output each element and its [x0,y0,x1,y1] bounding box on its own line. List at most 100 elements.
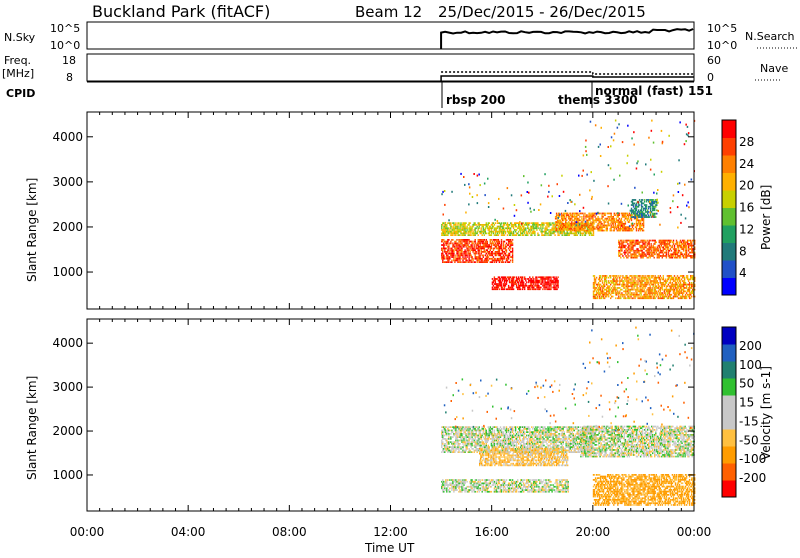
scatter-cell [494,443,495,445]
scatter-cell [574,203,576,205]
scatter-cell [462,260,463,262]
scatter-cell [607,228,608,230]
scatter-cell [624,225,625,227]
cpid-entry-normal: normal (fast) 151 [595,84,713,98]
colorbar-segment [722,260,736,278]
scatter-cell [548,185,550,187]
scatter-cell [655,216,656,218]
scatter-cell [502,280,503,282]
scatter-cell [604,220,605,222]
scatter-cell [472,251,473,253]
scatter-cell [457,446,458,448]
scatter-cell [653,192,655,194]
scatter-cell [687,277,688,279]
colorbar-tick-label: 28 [739,135,754,149]
scatter-cell [635,291,636,293]
scatter-cell [444,249,445,251]
scatter-cell [688,247,689,249]
scatter-cell [532,285,533,287]
scatter-cell [595,289,596,291]
scatter-cell [557,276,558,278]
scatter-cell [477,451,478,453]
scatter-cell [646,208,647,210]
scatter-cell [616,218,617,220]
scatter-cell [501,246,502,248]
scatter-cell [450,227,451,229]
scatter-cell [585,234,586,236]
scatter-cell [481,229,482,231]
scatter-cell [634,280,635,282]
scatter-cell [606,292,607,294]
scatter-cell [467,251,468,253]
scatter-cell [456,249,457,251]
scatter-cell [450,433,451,435]
scatter-cell [468,256,469,258]
scatter-cell [642,241,643,243]
scatter-cell [493,249,494,251]
freq-label: Freq. [4,54,31,67]
scatter-cell [645,277,646,279]
scatter-cell [519,280,520,282]
scatter-cell [599,213,600,215]
scatter-cell [592,225,593,227]
scatter-cell [596,287,597,289]
scatter-cell [637,218,638,220]
scatter-cell [603,291,604,293]
scatter-cell [691,243,692,245]
scatter-cell [468,258,469,260]
scatter-cell [631,220,632,222]
scatter-cell [619,252,620,254]
scatter-cell [606,289,607,291]
scatter-cell [636,168,638,170]
scatter-cell [680,282,681,284]
scatter-cell [515,282,516,284]
scatter-cell [521,227,522,229]
scatter-cell [475,239,476,241]
colorbar-tick-label: 20 [739,179,754,193]
scatter-cell [468,451,469,453]
scatter-cell [508,248,509,250]
scatter-cell [594,275,595,277]
scatter-cell [550,278,551,280]
scatter-cell [609,292,610,294]
scatter-cell [637,255,638,257]
scatter-cell [555,276,556,278]
scatter-cell [615,120,617,122]
scatter-cell [689,291,690,293]
scatter-cell [452,436,453,438]
scatter-cell [593,221,594,223]
scatter-cell [470,234,471,236]
scatter-cell [546,234,547,236]
scatter-cell [643,280,644,282]
scatter-cell [613,216,614,218]
scatter-cell [448,433,449,435]
scatter-cell [614,218,615,220]
scatter-cell [656,193,658,195]
scatter-cell [608,164,610,166]
scatter-cell [520,234,521,236]
scatter-cell [459,244,460,246]
scatter-cell [647,240,648,242]
scatter-cell [556,213,557,215]
scatter-cell [630,210,632,212]
scatter-cell [606,275,607,277]
scatter-cell [619,214,620,216]
scatter-cell [484,443,485,445]
scatter-cell [524,233,525,235]
scatter-cell [583,154,585,156]
scatter-cell [596,213,598,215]
scatter-cell [598,282,599,284]
scatter-cell [677,257,678,259]
scatter-cell [631,137,633,139]
scatter-cell [471,261,472,263]
scatter-cell [665,294,666,296]
scatter-cell [457,430,458,432]
scatter-cell [495,222,496,224]
scatter-cell [479,253,480,255]
scatter-cell [449,258,450,260]
scatter-cell [660,291,661,293]
scatter-cell [641,204,642,206]
scatter-cell [556,216,557,218]
scatter-cell [640,221,641,223]
scatter-cell [460,431,461,433]
